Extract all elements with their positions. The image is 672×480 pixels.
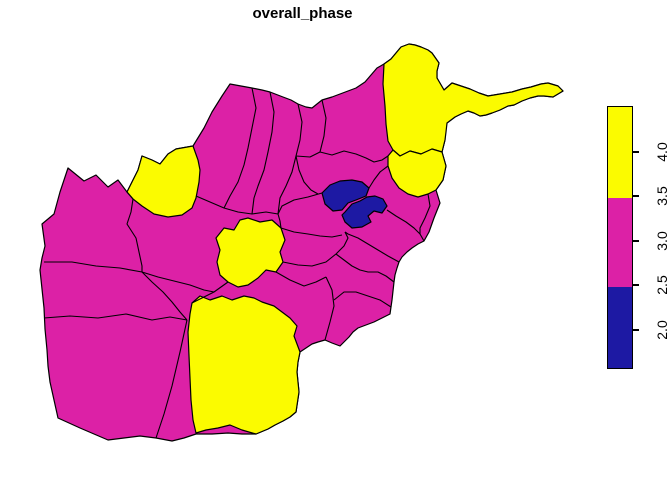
map-region-capital-blue-upper [321, 179, 370, 212]
map-region-east-yellow [387, 148, 447, 198]
province-border-line [191, 281, 229, 304]
province-border-line [295, 150, 389, 163]
province-border-line [386, 209, 425, 242]
province-border-line [155, 319, 188, 439]
province-border-line [295, 155, 319, 195]
province-border-line [277, 103, 303, 215]
province-border-line [344, 231, 400, 263]
province-border-line [280, 227, 343, 238]
province-border-line [223, 87, 257, 209]
province-border-line [368, 165, 389, 189]
province-border-line [141, 271, 188, 321]
province-border-line [141, 271, 215, 293]
province-border-line [319, 99, 327, 153]
province-border-line [277, 192, 323, 215]
province-border-line [419, 193, 431, 234]
province-border-line [44, 261, 143, 273]
province-border-line [333, 291, 392, 308]
province-border-line [277, 213, 282, 229]
map-region-northwest-yellow [126, 145, 201, 218]
map-region-northeast-yellow-corridor [382, 43, 564, 157]
province-border-line [324, 276, 335, 341]
plot-title: overall_phase [252, 5, 353, 22]
map-region-central-yellow [215, 217, 286, 288]
province-border-line [126, 191, 143, 272]
province-border-line [251, 91, 275, 215]
province-border-line [43, 313, 188, 321]
map-region-capital-blue-lower [341, 195, 388, 229]
province-border-line [195, 195, 279, 215]
map-region-south-yellow [187, 295, 301, 435]
province-border-line [275, 271, 327, 287]
province-border-line [282, 231, 349, 267]
province-border-line [335, 253, 395, 283]
